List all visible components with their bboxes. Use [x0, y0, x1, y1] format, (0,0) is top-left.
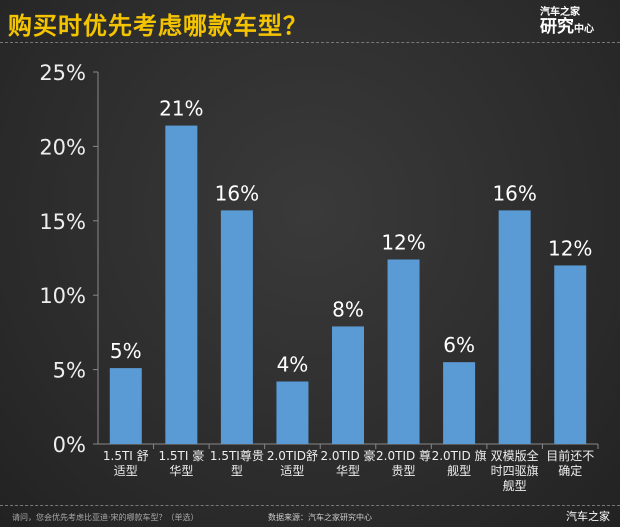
data-label: 8% — [332, 297, 364, 321]
footer-brand: 汽车之家 — [566, 510, 610, 523]
bar — [332, 326, 364, 444]
x-tick-label: 2.0TID舒适型 — [266, 449, 319, 478]
bar — [109, 368, 142, 444]
data-label: 5% — [110, 339, 142, 363]
logo-line2-small: 中心 — [574, 24, 594, 35]
data-label: 12% — [381, 230, 425, 254]
divider — [0, 42, 620, 43]
y-tick-label: 0% — [53, 433, 86, 457]
data-label: 16% — [215, 181, 259, 205]
bar — [498, 210, 531, 444]
x-tick-label: 2.0TID 尊贵型 — [376, 449, 432, 478]
x-tick-label: 1.5TI尊贵型 — [209, 449, 264, 478]
bar — [443, 362, 476, 444]
data-label: 16% — [492, 181, 536, 205]
y-tick-label: 5% — [53, 359, 86, 383]
x-tick-label: 目前还不确定 — [546, 449, 595, 478]
chart-title: 购买时优先考虑哪款车型？ — [8, 12, 308, 40]
data-label: 21% — [159, 97, 203, 121]
bar — [554, 265, 587, 444]
bar — [220, 210, 253, 444]
bar — [387, 259, 420, 444]
bar — [276, 381, 309, 444]
data-label: 12% — [548, 236, 592, 260]
x-tick-label: 双模版全时四驱旗舰型 — [490, 449, 539, 493]
logo-line1: 汽车之家 — [540, 7, 580, 18]
y-tick-label: 20% — [39, 135, 86, 159]
footer-question: 请问，您会优先考虑比亚迪·宋的哪款车型？（单选） — [12, 513, 199, 522]
data-label: 4% — [277, 353, 309, 377]
x-tick-label: 1.5TI 豪华型 — [158, 449, 205, 478]
y-tick-label: 15% — [39, 210, 86, 234]
y-tick-label: 25% — [39, 61, 86, 85]
footer-source: 数据来源：汽车之家研究中心 — [268, 513, 372, 522]
x-tick-label: 2.0TID 豪华型 — [320, 449, 376, 478]
logo: 汽车之家 研究中心 — [540, 3, 594, 39]
y-tick-label: 10% — [39, 284, 86, 308]
divider — [0, 505, 620, 506]
bar — [165, 125, 198, 445]
data-label: 6% — [443, 333, 475, 357]
x-tick-label: 1.5TI 舒适型 — [102, 449, 149, 478]
x-tick-label: 2.0TID 旗舰型 — [431, 449, 487, 478]
logo-line2: 研究 — [540, 17, 574, 37]
